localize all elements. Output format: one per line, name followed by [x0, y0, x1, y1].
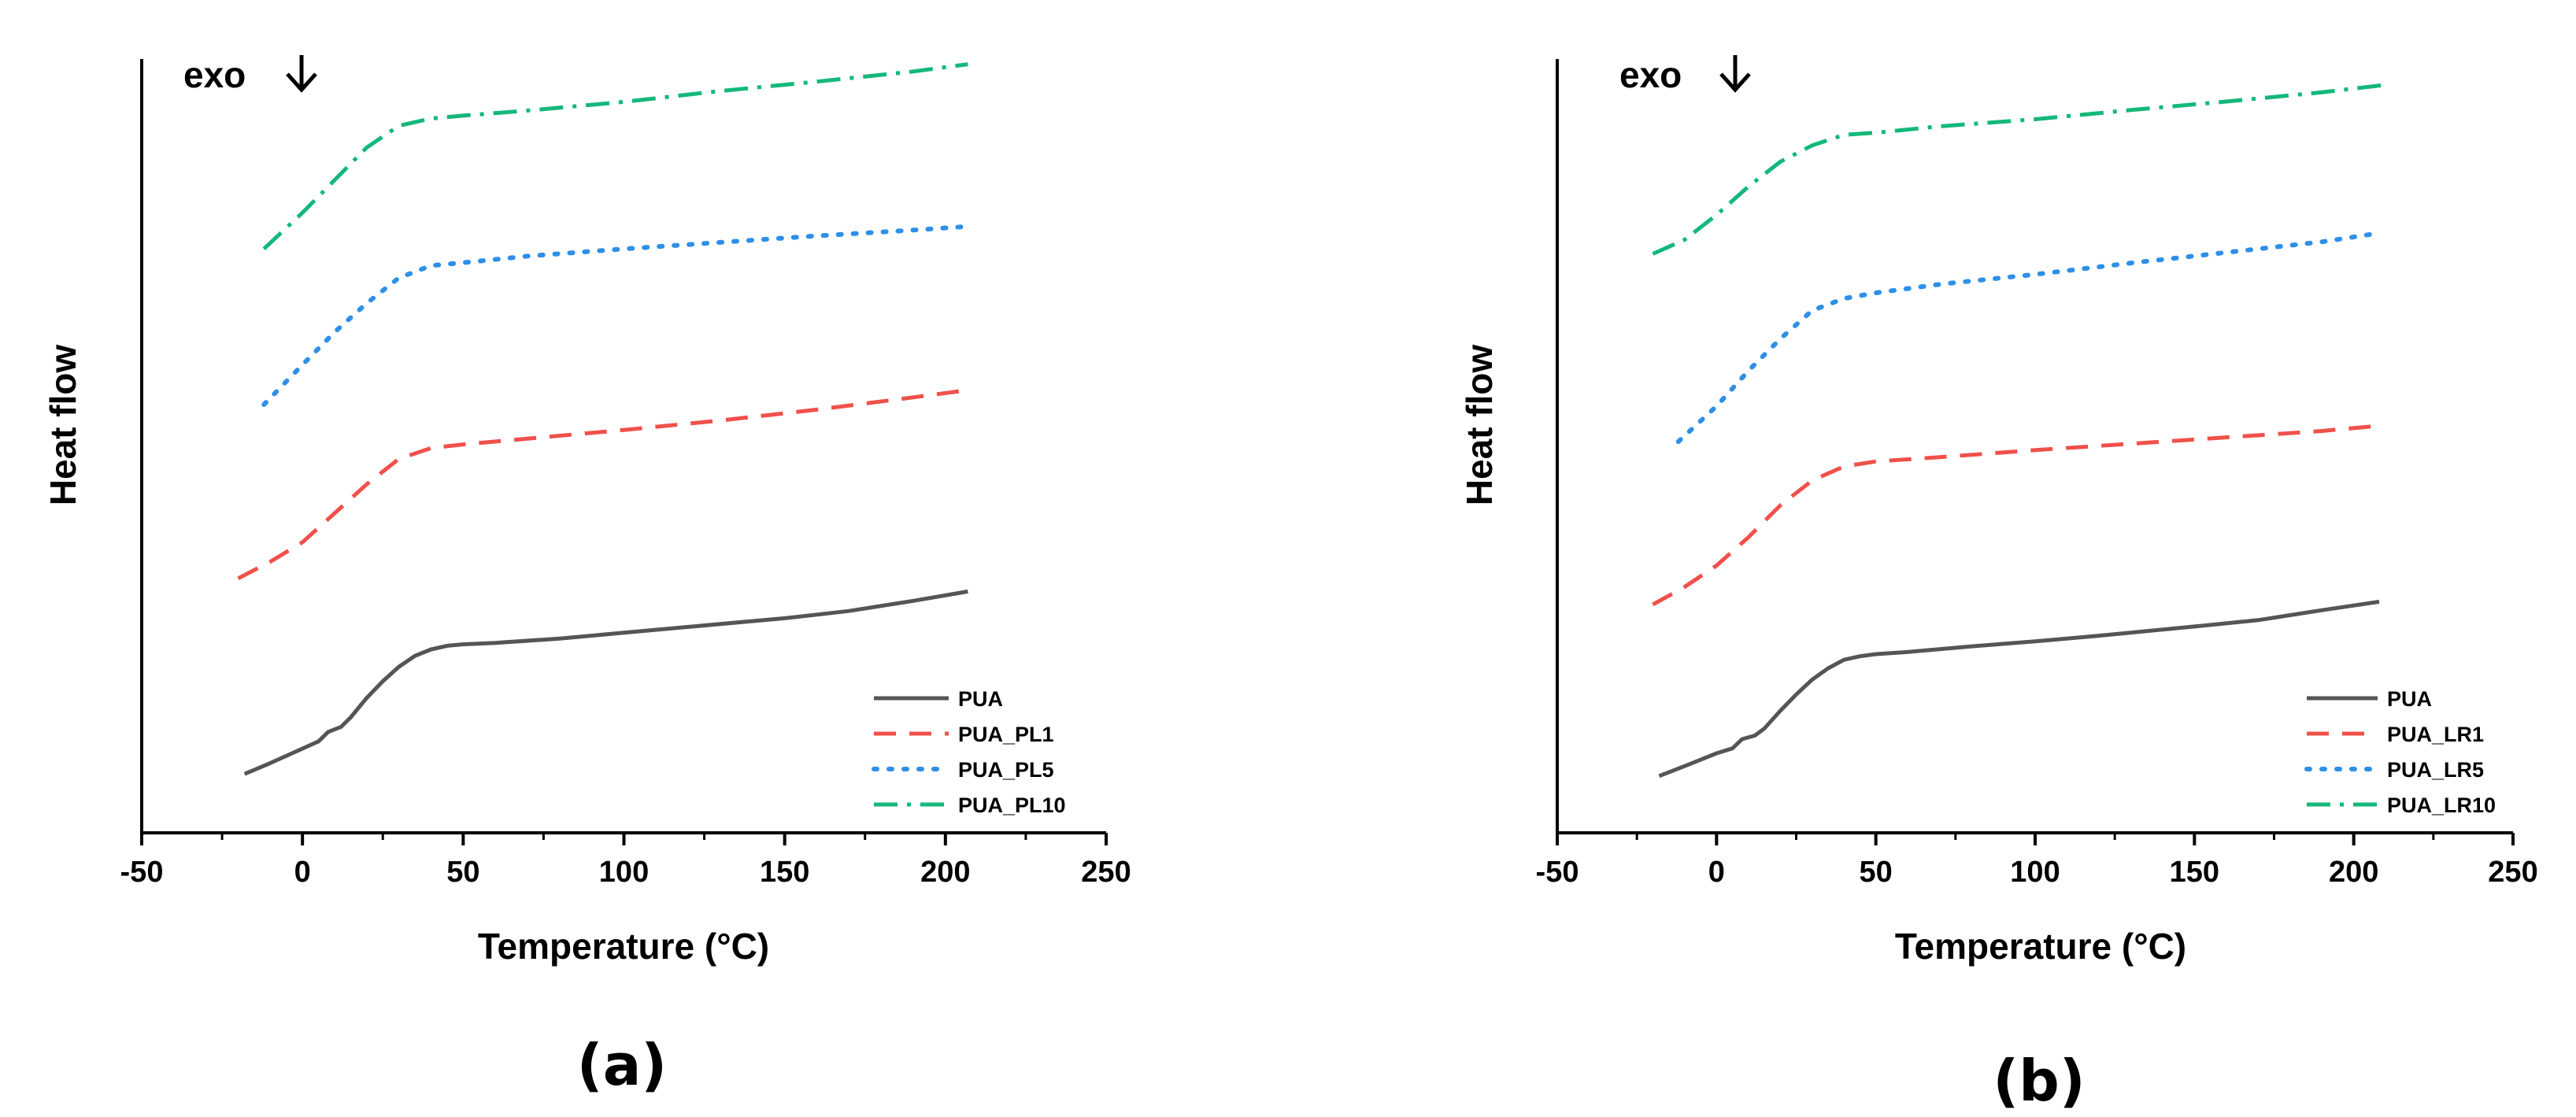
chart-panel-b: -50 0 50 100 150 200 250 Heat flow Temperature…	[1459, 54, 2538, 1114]
x-tick-label: 250	[2488, 856, 2537, 889]
series-line-pua-lr1	[1652, 423, 2377, 607]
x-tick-label: 150	[760, 856, 809, 889]
x-axis-title: Temperature (°C)	[1895, 926, 2186, 967]
series-line-pua	[243, 589, 968, 776]
series-line-pua	[1658, 599, 2380, 779]
legend-label: PUA	[958, 687, 1003, 711]
series-line-pua-lr5	[1675, 231, 2375, 444]
x-tick-label: 0	[294, 856, 311, 889]
x-tick-label: 50	[446, 856, 479, 889]
x-tick-label: -50	[1536, 856, 1579, 889]
x-tick-label: 200	[920, 856, 970, 889]
legend-label: PUA_PL5	[958, 758, 1054, 782]
panel-label-a: (a)	[577, 1032, 667, 1098]
x-tick-label: 100	[2010, 856, 2060, 889]
x-tick-label: 100	[599, 856, 649, 889]
legend-label: PUA_LR1	[2387, 723, 2484, 746]
legend: PUA PUA_PL1 PUA_PL5 PUA_PL10	[872, 687, 1066, 817]
legend-label: PUA	[2387, 687, 2432, 711]
panel-label-b: (b)	[1993, 1048, 2085, 1114]
series-line-pua-pl1	[237, 388, 968, 581]
arrow-down-icon	[1719, 55, 1751, 93]
series-line-pua-pl10	[262, 62, 968, 251]
series-line-pua-pl5	[261, 224, 971, 407]
series-line-pua-lr10	[1652, 83, 2383, 256]
x-tick-label: 150	[2170, 856, 2219, 889]
arrow-down-icon	[286, 55, 317, 93]
x-tick-label: 250	[1081, 856, 1131, 889]
legend-label: PUA_LR5	[2387, 758, 2484, 782]
x-ticks: -50 0 50 100 150 200 250	[1536, 833, 2538, 889]
chart-panel-a: -50 0 50 100 150 200 250 Heat flow Temperature…	[43, 54, 1131, 1098]
exo-annotation: exo	[1619, 54, 1682, 95]
legend: PUA PUA_LR1 PUA_LR5 PUA_LR10	[2304, 687, 2496, 817]
series-group	[1652, 83, 2383, 779]
x-tick-label: 50	[1860, 856, 1893, 889]
y-axis-title: Heat flow	[43, 345, 83, 506]
exo-annotation: exo	[183, 54, 246, 95]
legend-label: PUA_LR10	[2387, 793, 2496, 817]
y-axis-title: Heat flow	[1459, 345, 1500, 506]
x-tick-label: -50	[120, 856, 164, 889]
series-group	[237, 62, 971, 776]
x-tick-label: 200	[2329, 856, 2378, 889]
x-axis-title: Temperature (°C)	[478, 926, 769, 967]
x-ticks: -50 0 50 100 150 200 250	[120, 833, 1131, 889]
legend-label: PUA_PL1	[958, 723, 1054, 746]
x-tick-label: 0	[1708, 856, 1725, 889]
legend-label: PUA_PL10	[958, 793, 1066, 817]
